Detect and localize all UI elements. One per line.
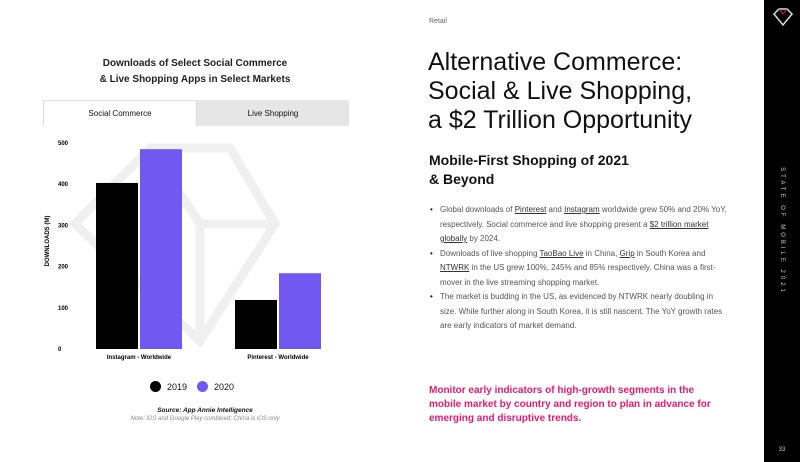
- callout-text: Monitor early indicators of high-growth …: [429, 385, 711, 424]
- page-title: Alternative Commerce: Social & Live Shop…: [428, 48, 692, 135]
- y-tick-label: 500: [58, 141, 69, 147]
- chart-source: Source: App Annie Intelligence: [157, 407, 253, 414]
- bullet-item: The market is budding in the US, as evid…: [429, 290, 729, 334]
- text: in South Korea and: [634, 248, 706, 258]
- chart-title: Downloads of Select Social Commerce & Li…: [60, 56, 330, 88]
- y-tick-label: 200: [58, 265, 69, 271]
- text: and: [546, 205, 565, 214]
- chart-legend: 2019 2020: [150, 381, 234, 392]
- text: worldwide grew 50% and 20% YoY, respecti…: [440, 205, 727, 229]
- bullet-item: Downloads of live shopping TaoBao Live i…: [429, 247, 729, 291]
- title-line: Alternative Commerce:: [428, 48, 683, 76]
- subheading: Mobile-First Shopping of 2021 & Beyond: [429, 151, 629, 189]
- diamond-logo-icon: [772, 8, 794, 27]
- legend-label-2020: 2020: [214, 381, 235, 392]
- bar-2020-instagram: [140, 149, 182, 349]
- tab-live-shopping[interactable]: Live Shopping: [197, 100, 349, 126]
- y-tick-label: 400: [58, 182, 69, 188]
- y-tick-label: 300: [58, 223, 69, 229]
- y-axis-label: DOWNLOADS (M): [45, 216, 51, 267]
- grip-link[interactable]: Grip: [619, 248, 635, 258]
- title-line: a $2 Trillion Opportunity: [428, 106, 693, 134]
- section-label: Retail: [429, 18, 447, 25]
- y-tick-label: 100: [58, 306, 69, 312]
- title-line: Social & Live Shopping,: [428, 77, 693, 105]
- sidebar: [764, 0, 800, 462]
- bar-chart: DOWNLOADS (M) 0 100 200 300 400 500 Instagram …: [45, 141, 321, 361]
- x-tick-label: Pinterest - Worldwide: [247, 355, 309, 361]
- taobao-live-link[interactable]: TaoBao Live: [539, 248, 584, 258]
- tab-social-commerce[interactable]: Social Commerce: [43, 100, 197, 126]
- chart-note: Note: iOS and Google Play combined; Chin…: [130, 416, 280, 422]
- text: by 2024.: [467, 234, 501, 243]
- chart-tabs: Social Commerce Live Shopping: [43, 100, 349, 126]
- text: in China,: [583, 248, 620, 258]
- x-tick-label: Instagram - Worldwide: [107, 355, 172, 361]
- text: in the US grew 100%, 245% and 85% respec…: [440, 263, 716, 287]
- bar-2019-pinterest: [235, 299, 277, 349]
- subheading-line: Mobile-First Shopping of 2021: [429, 152, 629, 168]
- bullet-item: Global downloads of Pinterest and Instag…: [429, 203, 729, 247]
- bar-2019-instagram: [96, 182, 138, 349]
- chart-title-line-2: & Live Shopping Apps in Select Markets: [99, 74, 291, 85]
- chart-title-line-1: Downloads of Select Social Commerce: [102, 58, 288, 69]
- y-tick-label: 0: [58, 347, 62, 353]
- text: Downloads of live shopping: [440, 248, 540, 258]
- bullet-list: Global downloads of Pinterest and Instag…: [429, 203, 729, 334]
- report-name-vertical: STATE OF MOBILE 2021: [779, 167, 785, 295]
- ntwrk-link[interactable]: NTWRK: [440, 263, 470, 272]
- page-number: 33: [778, 447, 786, 453]
- legend-swatch-2020: [197, 381, 209, 392]
- pinterest-link[interactable]: Pinterest: [514, 205, 547, 214]
- text: Global downloads of: [440, 205, 515, 214]
- market-link[interactable]: $2 trillion market globally: [440, 219, 709, 244]
- legend-swatch-2019: [150, 381, 161, 392]
- subheading-line: & Beyond: [429, 171, 495, 187]
- bar-2020-pinterest: [279, 273, 321, 349]
- instagram-link[interactable]: Instagram: [564, 205, 600, 214]
- legend-label-2019: 2019: [167, 381, 188, 392]
